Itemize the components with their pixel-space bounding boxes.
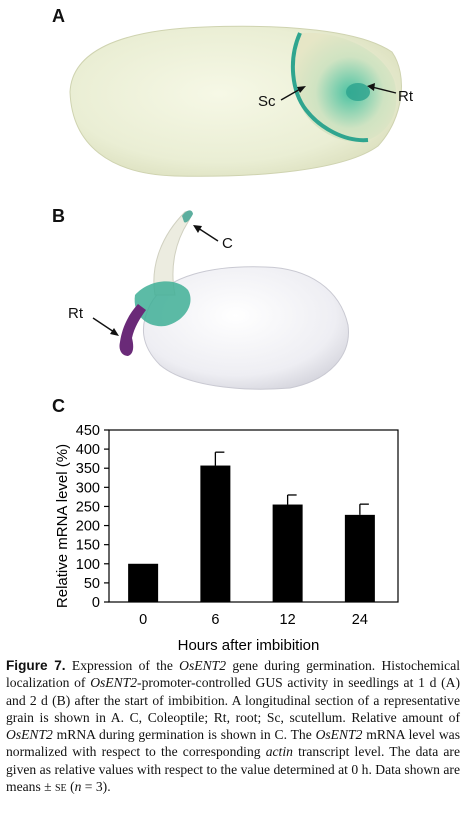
y-tick-label: 150 — [76, 538, 100, 554]
y-tick-label: 250 — [76, 499, 100, 515]
panel-b-seedling-photo: C Rt — [68, 210, 349, 390]
embryo-a — [292, 32, 397, 142]
rt-arrowhead-b — [110, 328, 119, 336]
panel-c-letter: C — [52, 396, 65, 416]
caption-text-5: mRNA level was normalized with respect t… — [6, 727, 460, 760]
caption-n: n — [74, 779, 82, 795]
y-tick-label: 100 — [76, 557, 100, 573]
caption-text-2: gene during germination. Histochemical l… — [6, 658, 461, 691]
y-tick-label: 200 — [76, 519, 100, 535]
bar — [128, 563, 159, 602]
caption-text-6: transcript level. The data are given as … — [6, 744, 460, 795]
figure-caption: Figure 7. Expression of the OsENT2 gene … — [6, 657, 460, 795]
caption-gene-4: OsENT2 — [315, 727, 363, 743]
caption-figure-label: Figure 7. — [6, 658, 66, 673]
c-label-b: C — [222, 235, 233, 252]
embryo-b — [134, 281, 191, 327]
x-tick-label: 0 — [139, 612, 147, 628]
caption-gene-1: OsENT2 — [179, 658, 227, 673]
coleoptile-tip-b — [182, 210, 193, 223]
rt-label-b: Rt — [68, 305, 84, 322]
panel-c-bar-chart: 0 50 100 150 200 250 300 350 400 450 0 6 12 24 Hours a… — [54, 423, 399, 650]
scutellum-a-outline — [290, 32, 369, 143]
x-tick-label: 6 — [211, 612, 219, 628]
x-tick-label: 24 — [352, 612, 368, 628]
y-tick-label: 50 — [84, 576, 100, 592]
bar — [344, 514, 375, 602]
sc-arrowhead-a — [297, 86, 306, 93]
bar — [272, 504, 303, 602]
rt-label-a: Rt — [398, 88, 414, 105]
x-tick-label: 12 — [280, 612, 296, 628]
grain-b-body — [142, 266, 349, 390]
c-arrow-b — [197, 227, 219, 242]
sc-label-a: Sc — [258, 93, 276, 110]
rt-arrow-a — [371, 86, 397, 94]
caption-actin: actin — [265, 744, 293, 760]
y-tick-label: 450 — [76, 423, 100, 439]
rt-arrow-b — [92, 317, 115, 333]
c-arrowhead-b — [193, 225, 202, 233]
y-tick-label: 400 — [76, 442, 100, 458]
caption-gene-2: OsENT2 — [90, 675, 138, 691]
caption-text-8: = 3). — [81, 779, 111, 795]
bar — [200, 465, 231, 602]
panel-a-letter: A — [52, 6, 65, 26]
caption-se: se — [55, 779, 67, 795]
y-tick-label: 350 — [76, 461, 100, 477]
caption-text-7: ( — [66, 779, 75, 795]
caption-text-4: mRNA during germination is shown in C. T… — [52, 727, 316, 743]
root-b — [119, 304, 146, 356]
caption-text-3: -promoter-controlled GUS activity in see… — [6, 675, 461, 725]
rt-arrowhead-a — [367, 83, 375, 91]
caption-gene-3: OsENT2 — [6, 727, 53, 743]
plot-frame — [108, 429, 399, 603]
panel-a-grain-photo: Sc Rt — [69, 25, 414, 177]
y-axis-label: Relative mRNA level (%) — [54, 444, 71, 608]
root-a-stain — [346, 83, 370, 101]
x-axis-label: Hours after imbibition — [178, 637, 320, 650]
panel-b-letter: B — [52, 206, 65, 226]
y-tick-label: 0 — [92, 595, 100, 611]
y-tick-label: 300 — [76, 480, 100, 496]
caption-text-1: Expression of the — [65, 658, 180, 673]
